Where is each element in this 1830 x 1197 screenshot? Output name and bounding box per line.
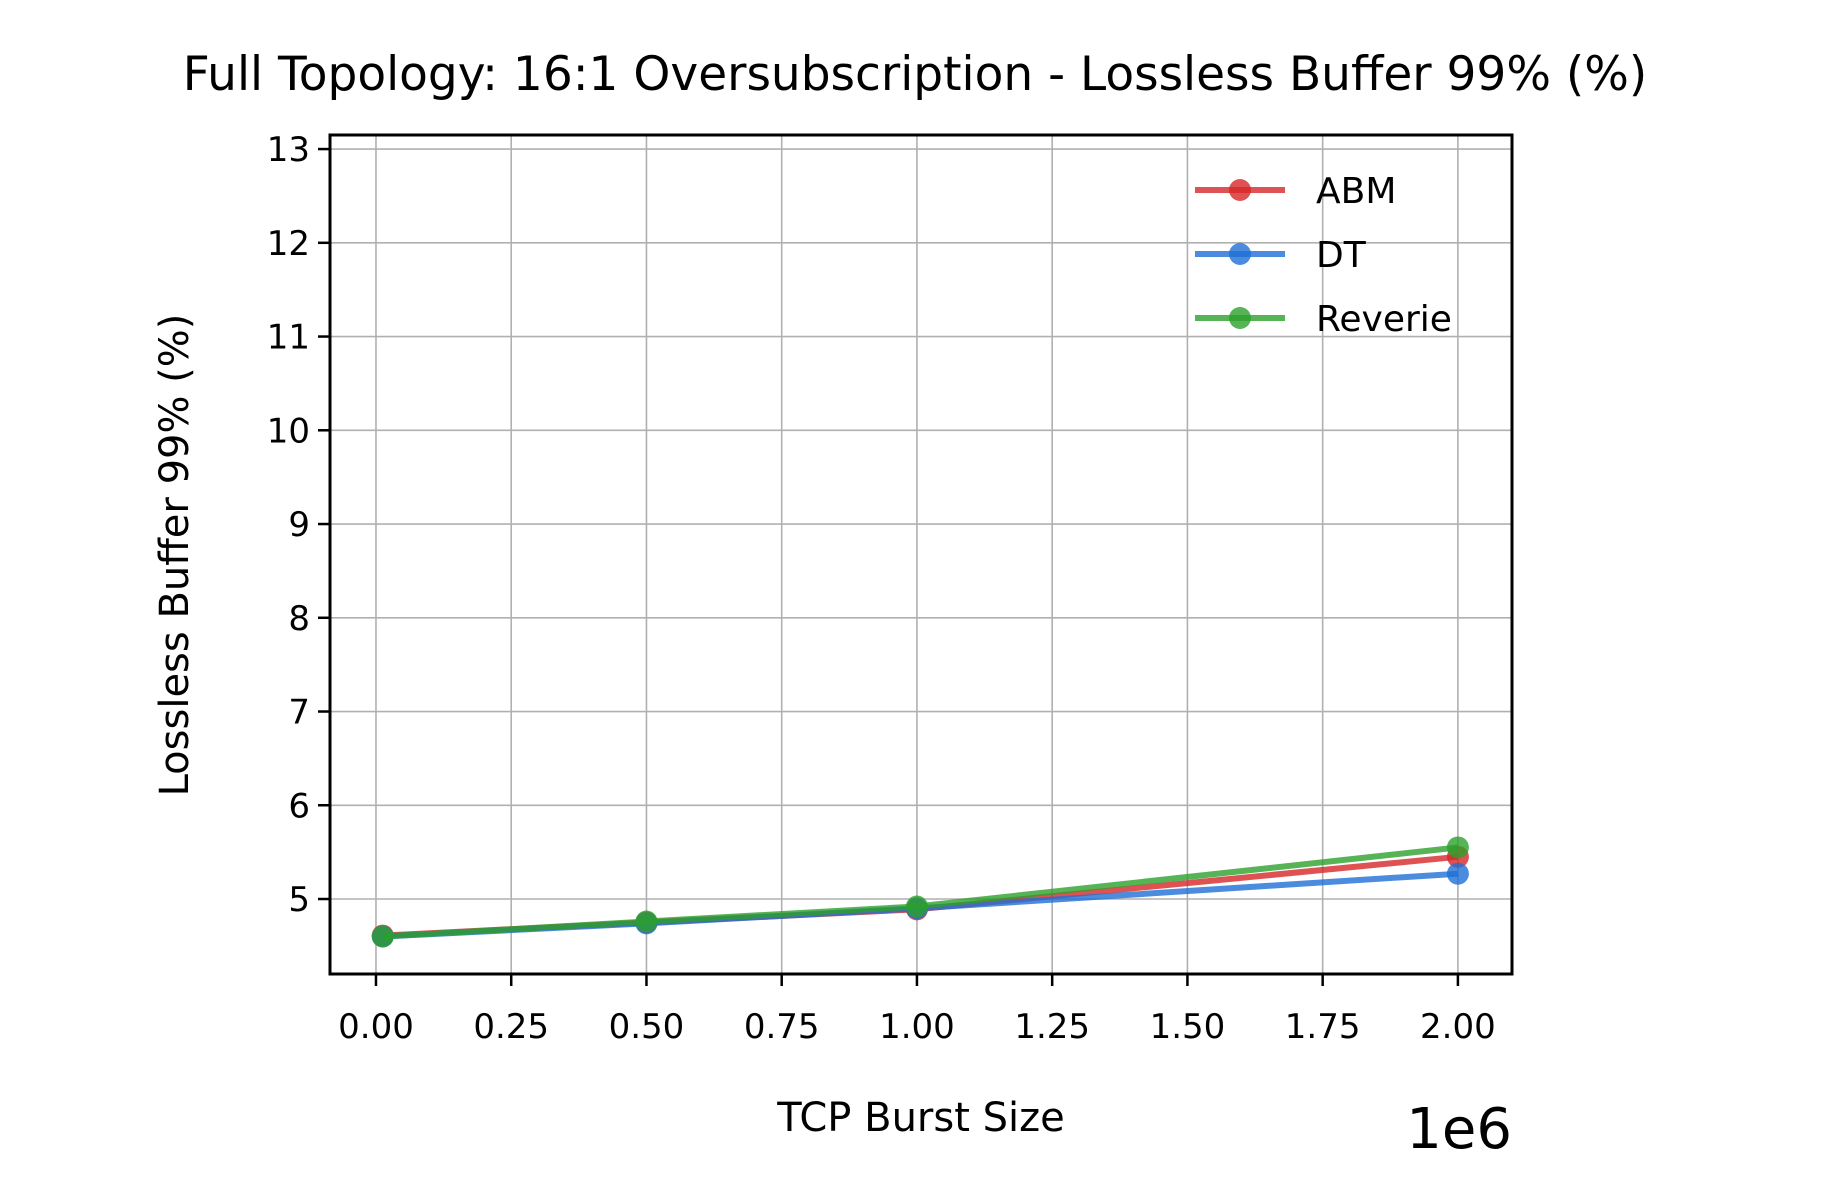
legend-label-abm: ABM xyxy=(1316,171,1396,212)
series-line-reverie xyxy=(382,844,1459,940)
chart-title: Full Topology: 16:1 Oversubscription - L… xyxy=(183,47,1648,102)
legend-label-dt: DT xyxy=(1316,235,1367,276)
legend-marker-reverie xyxy=(1229,307,1251,329)
y-tick-label: 11 xyxy=(267,318,310,358)
legend-marker-dt xyxy=(1229,243,1251,265)
series-reverie xyxy=(371,836,1469,948)
legend-label-reverie: Reverie xyxy=(1316,299,1452,340)
x-tick-label: 0.00 xyxy=(338,1007,414,1047)
x-offset-label: 1e6 xyxy=(1406,1097,1512,1162)
series-layer xyxy=(371,836,1469,948)
y-tick-label: 6 xyxy=(288,786,310,826)
x-tick-label: 1.00 xyxy=(879,1007,955,1047)
data-point-reverie xyxy=(1446,836,1469,859)
x-tick-label: 0.75 xyxy=(744,1007,820,1047)
x-tick-label: 1.50 xyxy=(1150,1007,1226,1047)
x-tick-label: 1.25 xyxy=(1014,1007,1090,1047)
x-axis-ticks: 0.00 0.25 0.50 0.75 1.00 1.25 1.50 1.75 2.00 xyxy=(338,974,1496,1047)
y-axis-label: Lossless Buffer 99% (%) xyxy=(152,314,198,797)
y-tick-label: 5 xyxy=(288,880,310,920)
y-tick-label: 7 xyxy=(288,693,310,733)
y-tick-label: 13 xyxy=(267,130,310,170)
plot-frame xyxy=(328,133,1514,976)
x-axis-label: TCP Burst Size xyxy=(776,1095,1064,1141)
x-tick-label: 0.50 xyxy=(609,1007,685,1047)
data-point-dt xyxy=(1446,862,1469,885)
x-tick-label: 2.00 xyxy=(1420,1007,1496,1047)
y-tick-label: 9 xyxy=(288,505,310,545)
x-tick-label: 0.25 xyxy=(473,1007,549,1047)
legend-marker-abm xyxy=(1229,179,1251,201)
y-tick-label: 8 xyxy=(288,599,310,639)
y-axis-ticks: 5 6 7 8 9 10 11 12 13 xyxy=(267,130,330,920)
data-point-reverie xyxy=(371,925,394,948)
legend-item-reverie: Reverie xyxy=(1195,299,1452,340)
legend-item-dt: DT xyxy=(1195,235,1367,276)
x-tick-label: 1.75 xyxy=(1285,1007,1361,1047)
data-point-reverie xyxy=(635,910,658,933)
data-point-reverie xyxy=(905,895,928,918)
legend: ABM DT Reverie xyxy=(1195,171,1452,340)
y-tick-label: 10 xyxy=(267,411,310,451)
y-tick-label: 12 xyxy=(267,224,310,264)
legend-item-abm: ABM xyxy=(1195,171,1396,212)
